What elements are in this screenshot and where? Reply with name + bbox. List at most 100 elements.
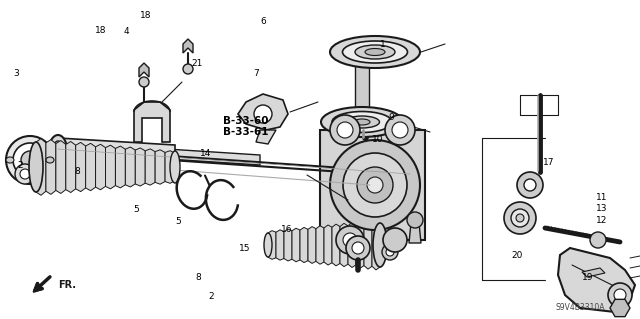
Ellipse shape	[29, 142, 43, 192]
Circle shape	[6, 136, 54, 184]
Circle shape	[357, 167, 393, 203]
Circle shape	[385, 115, 415, 145]
Circle shape	[516, 214, 524, 222]
Polygon shape	[145, 149, 155, 185]
Ellipse shape	[170, 151, 180, 183]
Circle shape	[511, 209, 529, 227]
Circle shape	[21, 151, 39, 169]
Ellipse shape	[53, 141, 63, 159]
Ellipse shape	[365, 48, 385, 56]
Polygon shape	[36, 139, 46, 195]
Polygon shape	[125, 147, 135, 187]
Circle shape	[343, 153, 407, 217]
Text: 12: 12	[596, 216, 607, 225]
Circle shape	[352, 242, 364, 254]
Text: 10: 10	[372, 135, 383, 144]
Ellipse shape	[342, 41, 408, 63]
Ellipse shape	[321, 107, 403, 137]
Circle shape	[407, 212, 423, 228]
Text: 5: 5	[133, 205, 138, 214]
Circle shape	[337, 122, 353, 138]
Text: 13: 13	[596, 204, 607, 213]
Circle shape	[330, 115, 360, 145]
Polygon shape	[324, 225, 332, 265]
Circle shape	[504, 202, 536, 234]
Text: 2: 2	[209, 292, 214, 301]
Polygon shape	[58, 142, 260, 165]
Polygon shape	[56, 141, 66, 193]
Circle shape	[590, 232, 606, 248]
Polygon shape	[165, 151, 175, 183]
Ellipse shape	[49, 135, 67, 165]
Circle shape	[386, 248, 394, 256]
Circle shape	[614, 289, 626, 301]
Circle shape	[524, 179, 536, 191]
Text: 4: 4	[124, 27, 129, 36]
Circle shape	[608, 283, 632, 307]
Polygon shape	[155, 150, 165, 184]
Polygon shape	[558, 248, 635, 312]
Polygon shape	[135, 148, 145, 186]
Text: 16: 16	[281, 225, 292, 234]
Polygon shape	[340, 223, 348, 267]
Polygon shape	[268, 231, 276, 259]
Polygon shape	[356, 222, 364, 268]
Text: B-33-61: B-33-61	[223, 127, 268, 137]
Ellipse shape	[264, 233, 272, 257]
Circle shape	[330, 140, 420, 230]
Circle shape	[517, 172, 543, 198]
Text: 19: 19	[582, 273, 593, 282]
Text: 2: 2	[18, 161, 23, 170]
Polygon shape	[332, 224, 340, 266]
Polygon shape	[115, 146, 125, 188]
Polygon shape	[66, 142, 76, 192]
Polygon shape	[58, 138, 175, 168]
Text: 18: 18	[140, 11, 152, 20]
Text: 18: 18	[95, 26, 107, 35]
Ellipse shape	[332, 112, 392, 132]
Text: 21: 21	[191, 59, 203, 68]
Text: 3: 3	[13, 69, 19, 78]
Circle shape	[15, 164, 35, 184]
Polygon shape	[238, 94, 288, 130]
Circle shape	[343, 233, 357, 247]
Polygon shape	[95, 144, 106, 190]
Polygon shape	[300, 227, 308, 263]
Polygon shape	[320, 130, 425, 240]
Text: 7: 7	[253, 69, 259, 78]
Circle shape	[254, 105, 272, 123]
Polygon shape	[372, 220, 380, 270]
Polygon shape	[183, 39, 193, 53]
Circle shape	[346, 236, 370, 260]
Polygon shape	[134, 102, 170, 142]
Polygon shape	[106, 145, 115, 189]
Circle shape	[139, 77, 149, 87]
Polygon shape	[76, 142, 86, 192]
Polygon shape	[364, 221, 372, 269]
Text: 9: 9	[389, 113, 394, 122]
Circle shape	[367, 177, 383, 193]
Circle shape	[336, 226, 364, 254]
Polygon shape	[284, 229, 292, 261]
Circle shape	[13, 143, 47, 177]
Text: B-33-60: B-33-60	[223, 115, 268, 126]
Circle shape	[392, 122, 408, 138]
Polygon shape	[256, 130, 276, 144]
Circle shape	[183, 64, 193, 74]
Circle shape	[20, 169, 30, 179]
Text: 15: 15	[239, 244, 250, 253]
Polygon shape	[409, 223, 421, 243]
Text: 14: 14	[200, 149, 212, 158]
Text: 1: 1	[380, 40, 385, 49]
Text: FR.: FR.	[58, 280, 76, 290]
Text: 17: 17	[543, 158, 555, 167]
Text: 20: 20	[511, 251, 523, 260]
Circle shape	[382, 244, 398, 260]
Text: S9V4B3310A: S9V4B3310A	[556, 303, 605, 313]
Ellipse shape	[6, 157, 14, 163]
Polygon shape	[582, 268, 605, 277]
Polygon shape	[46, 140, 56, 194]
Polygon shape	[276, 230, 284, 260]
Polygon shape	[355, 57, 369, 117]
Circle shape	[383, 228, 407, 252]
